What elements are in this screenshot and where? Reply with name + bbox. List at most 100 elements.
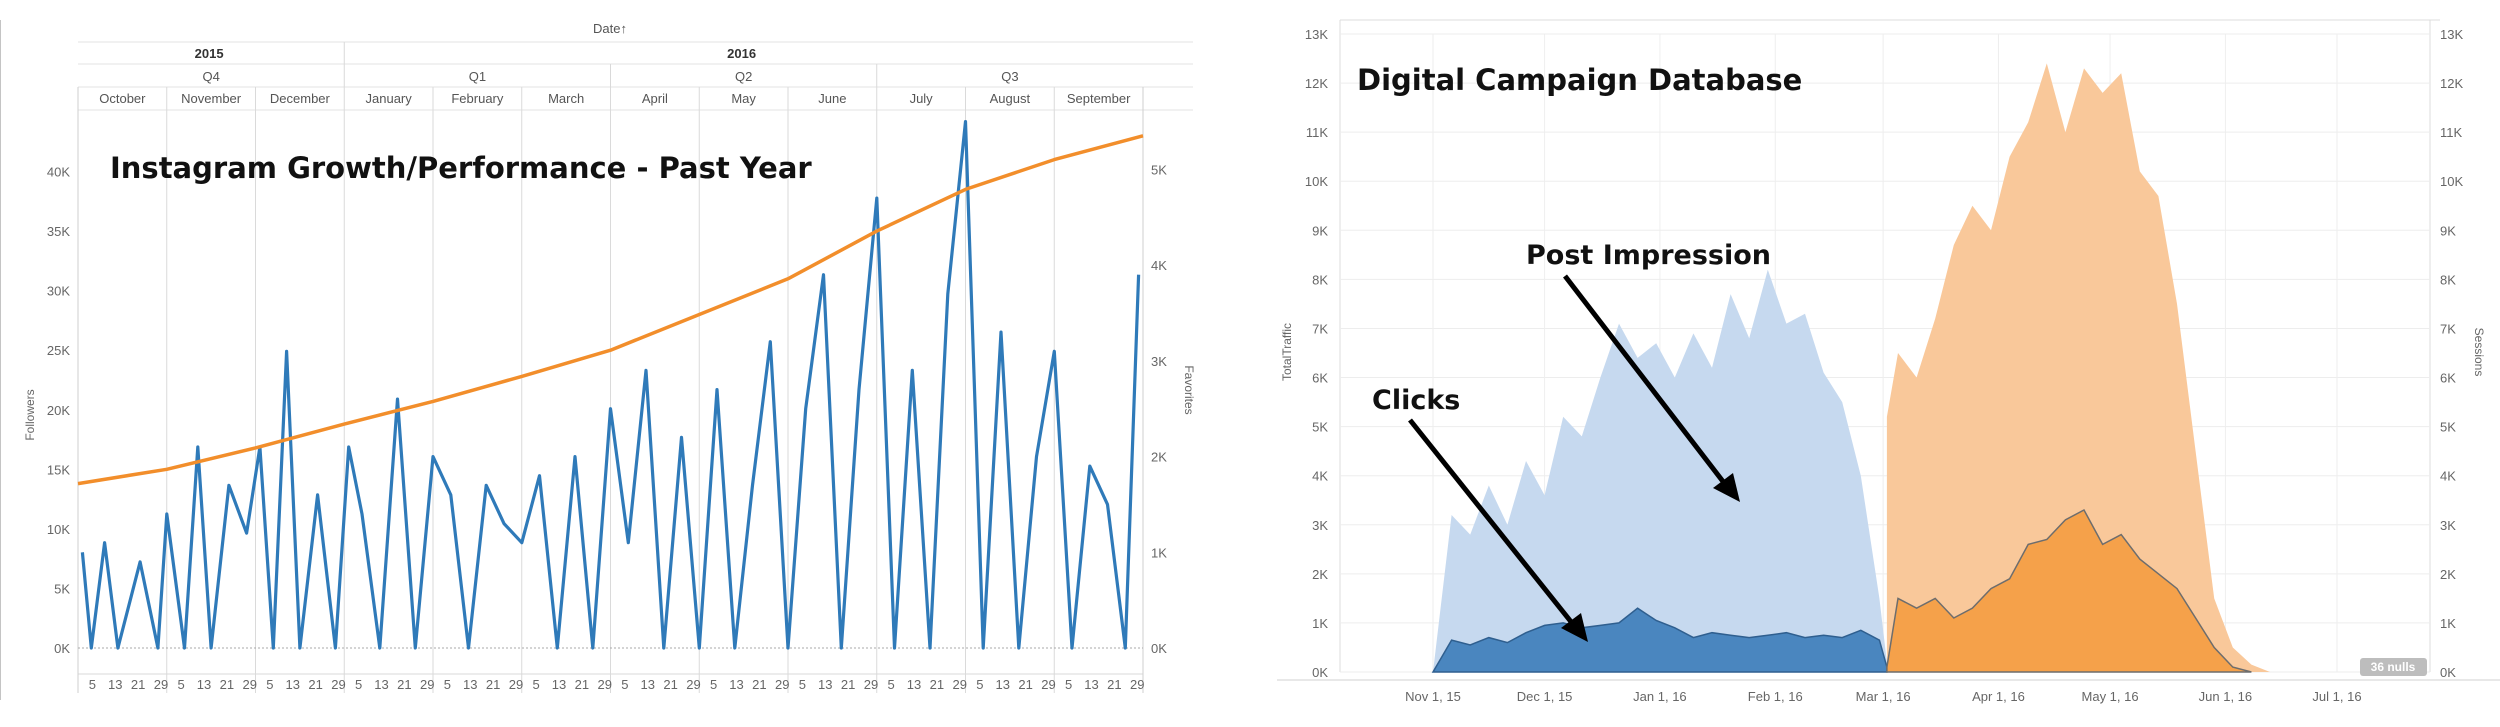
y-tick-label: 10K bbox=[1305, 174, 1328, 189]
x-tick-label: Apr 1, 16 bbox=[1972, 689, 2025, 704]
y-tick-label: 0K bbox=[1151, 641, 1167, 656]
day-tick-label: 29 bbox=[243, 677, 257, 692]
y-tick-label: 3K bbox=[2440, 518, 2456, 533]
y-tick-label: 11K bbox=[1306, 125, 1328, 140]
day-tick-label: 13 bbox=[1084, 677, 1098, 692]
annotation-post-impression: Post Impression bbox=[1526, 240, 1771, 502]
month-label: January bbox=[366, 91, 413, 106]
day-tick-label: 13 bbox=[995, 677, 1009, 692]
left-axis-title: TotalTraffic bbox=[1280, 323, 1294, 381]
y-tick-label: 2K bbox=[1312, 567, 1328, 582]
x-tick-label: Mar 1, 16 bbox=[1856, 689, 1911, 704]
day-tick-label: 13 bbox=[640, 677, 654, 692]
campaign-chart: 0K 1K 2K 3K 4K 5K 6K 7K 8K 9K 10K 11K 12K 13K 0K 1K 2K 3… bbox=[1277, 19, 2500, 704]
day-tick-label: 5 bbox=[976, 677, 983, 692]
y-tick-label: 0K bbox=[54, 641, 70, 656]
y-tick-label: 4K bbox=[1312, 469, 1328, 484]
y-tick-label: 7K bbox=[2440, 321, 2456, 336]
date-axis: Nov 1, 15 Dec 1, 15 Jan 1, 16 Feb 1, 16 Mar … bbox=[1405, 689, 2361, 704]
left-grid bbox=[0, 20, 1193, 700]
nulls-badge[interactable]: 36 nulls bbox=[2360, 658, 2427, 676]
y-tick-label: 3K bbox=[1151, 354, 1167, 369]
y-tick-label: 11K bbox=[2440, 125, 2462, 140]
day-tick-label: 29 bbox=[154, 677, 168, 692]
annotation-clicks: Clicks bbox=[1372, 385, 1588, 642]
y-tick-label: 0K bbox=[2440, 665, 2456, 680]
day-tick-label: 5 bbox=[799, 677, 806, 692]
y-tick-label: 4K bbox=[1151, 258, 1167, 273]
x-tick-label: Jan 1, 16 bbox=[1633, 689, 1687, 704]
day-tick-row: 5 13 21 29 5 13 21 29 5 13 21 29 5 13 21 29 5 13 21 29 5 13 21… bbox=[89, 677, 1145, 692]
y-tick-label: 8K bbox=[1312, 272, 1328, 287]
day-tick-label: 13 bbox=[463, 677, 477, 692]
day-tick-label: 21 bbox=[575, 677, 589, 692]
sessions-axis: 0K 1K 2K 3K 4K 5K 6K 7K 8K 9K 10K 11K 12K 13K bbox=[2440, 27, 2463, 680]
day-tick-label: 5 bbox=[355, 677, 362, 692]
y-tick-label: 2K bbox=[1151, 450, 1167, 465]
y-tick-label: 3K bbox=[1312, 518, 1328, 533]
day-tick-label: 5 bbox=[89, 677, 96, 692]
y-tick-label: 10K bbox=[47, 522, 70, 537]
day-tick-label: 29 bbox=[953, 677, 967, 692]
month-label: February bbox=[451, 91, 504, 106]
quarter-label: Q4 bbox=[202, 69, 219, 84]
x-tick-label: Jul 1, 16 bbox=[2312, 689, 2361, 704]
left-date-headers: Date↑ 2015 2016 Q4 Q1 Q2 Q3 October November Dec… bbox=[99, 21, 1131, 106]
day-tick-label: 29 bbox=[864, 677, 878, 692]
x-tick-label: May 1, 16 bbox=[2082, 689, 2139, 704]
y-tick-label: 13K bbox=[1305, 27, 1328, 42]
month-label: December bbox=[270, 91, 331, 106]
day-tick-label: 5 bbox=[532, 677, 539, 692]
y-tick-label: 5K bbox=[1312, 420, 1328, 435]
day-tick-label: 5 bbox=[177, 677, 184, 692]
quarter-label: Q1 bbox=[469, 69, 486, 84]
y-tick-label: 20K bbox=[47, 403, 70, 418]
month-label: August bbox=[990, 91, 1031, 106]
followers-axis: 0K 5K 10K 15K 20K 25K 30K 35K 40K bbox=[47, 165, 70, 656]
followers-series bbox=[77, 134, 1144, 486]
day-tick-label: 13 bbox=[374, 677, 388, 692]
y-tick-label: 12K bbox=[1305, 76, 1328, 91]
y-tick-label: 40K bbox=[47, 165, 70, 180]
date-header-label[interactable]: Date↑ bbox=[593, 21, 627, 36]
post-impression-area-later bbox=[1886, 63, 2270, 672]
year-label: 2015 bbox=[195, 46, 224, 61]
day-tick-label: 5 bbox=[887, 677, 894, 692]
annotation-arrow bbox=[1563, 274, 1730, 490]
y-tick-label: 35K bbox=[47, 224, 70, 239]
day-tick-label: 13 bbox=[907, 677, 921, 692]
arrow-head bbox=[1561, 613, 1588, 642]
y-tick-label: 1K bbox=[1312, 616, 1328, 631]
day-tick-label: 21 bbox=[220, 677, 234, 692]
favorites-series bbox=[80, 119, 1141, 650]
day-tick-label: 5 bbox=[1065, 677, 1072, 692]
day-tick-label: 21 bbox=[841, 677, 855, 692]
month-label: October bbox=[99, 91, 146, 106]
instagram-chart: Date↑ 2015 2016 Q4 Q1 Q2 Q3 October November Dec… bbox=[0, 20, 1196, 700]
y-tick-label: 13K bbox=[2440, 27, 2463, 42]
y-tick-label: 5K bbox=[1151, 162, 1167, 177]
day-tick-label: 21 bbox=[930, 677, 944, 692]
followers-line bbox=[77, 134, 1144, 486]
y-tick-label: 1K bbox=[1151, 545, 1167, 560]
y-tick-label: 5K bbox=[54, 581, 70, 596]
day-tick-label: 29 bbox=[509, 677, 523, 692]
x-tick-label: Nov 1, 15 bbox=[1405, 689, 1461, 704]
day-tick-label: 21 bbox=[397, 677, 411, 692]
quarter-label: Q3 bbox=[1001, 69, 1018, 84]
day-tick-label: 29 bbox=[598, 677, 612, 692]
day-tick-label: 21 bbox=[486, 677, 500, 692]
x-tick-label: Jun 1, 16 bbox=[2199, 689, 2253, 704]
right-axis-title: Favorites bbox=[1182, 365, 1196, 414]
post-impression-area bbox=[1433, 269, 1887, 672]
month-label: July bbox=[910, 91, 934, 106]
day-tick-label: 13 bbox=[552, 677, 566, 692]
day-tick-label: 29 bbox=[420, 677, 434, 692]
y-tick-label: 9K bbox=[2440, 223, 2456, 238]
y-tick-label: 0K bbox=[1312, 665, 1328, 680]
day-tick-label: 21 bbox=[1107, 677, 1121, 692]
y-tick-label: 5K bbox=[2440, 420, 2456, 435]
y-tick-label: 7K bbox=[1312, 321, 1328, 336]
y-tick-label: 2K bbox=[2440, 567, 2456, 582]
